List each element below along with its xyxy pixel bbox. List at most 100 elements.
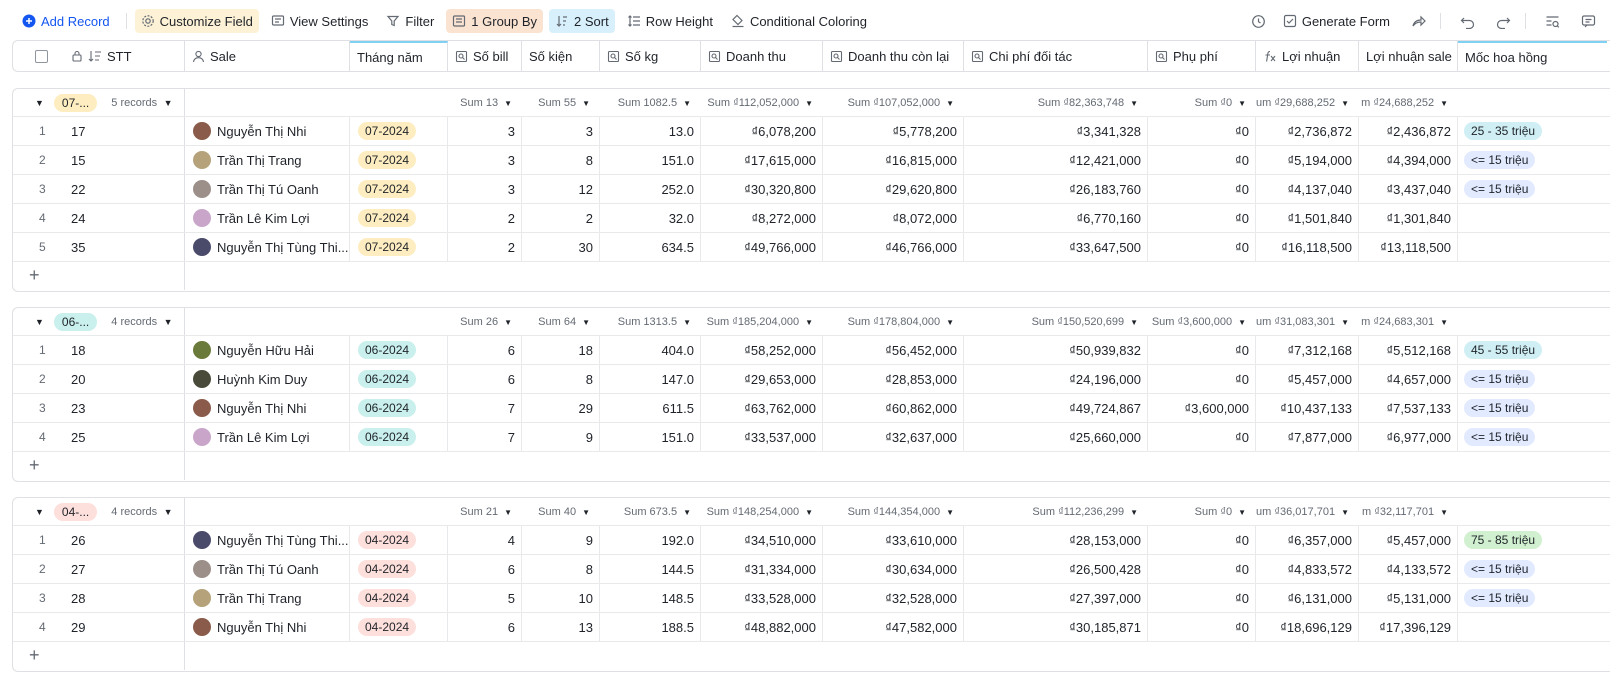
- cell-stt[interactable]: 22: [69, 175, 185, 203]
- cell-thang-nam[interactable]: 07-2024: [350, 175, 448, 203]
- generate-form-button[interactable]: Generate Form: [1277, 9, 1396, 33]
- cell-kg[interactable]: 13.0: [600, 117, 701, 145]
- cell-dtcl[interactable]: ₫29,620,800: [823, 175, 964, 203]
- cell-ln[interactable]: ₫6,357,000: [1256, 526, 1359, 554]
- cell-moc-hoa-hong[interactable]: [1458, 233, 1607, 261]
- group-sum-kg[interactable]: Sum 1313.5 ▼: [600, 308, 701, 336]
- cell-kien[interactable]: 18: [522, 336, 600, 364]
- cell-bill[interactable]: 6: [448, 365, 522, 393]
- cell-cp[interactable]: ₫6,770,160: [964, 204, 1148, 232]
- cell-stt[interactable]: 28: [69, 584, 185, 612]
- cell-pp[interactable]: ₫0: [1148, 365, 1256, 393]
- cell-pp[interactable]: ₫0: [1148, 584, 1256, 612]
- group-sum-cp[interactable]: Sum ₫112,236,299 ▼: [964, 498, 1148, 526]
- cell-cp[interactable]: ₫28,153,000: [964, 526, 1148, 554]
- cell-ln[interactable]: ₫4,137,040: [1256, 175, 1359, 203]
- cell-cp[interactable]: ₫24,196,000: [964, 365, 1148, 393]
- cell-thang-nam[interactable]: 04-2024: [350, 526, 448, 554]
- cell-dtcl[interactable]: ₫46,766,000: [823, 233, 964, 261]
- cell-lns[interactable]: ₫4,394,000: [1359, 146, 1458, 174]
- cell-moc-hoa-hong[interactable]: 25 - 35 triệu: [1458, 117, 1607, 145]
- cell-sale[interactable]: Nguyễn Thị Nhi: [185, 394, 350, 422]
- group-sum-cp[interactable]: Sum ₫82,363,748 ▼: [964, 89, 1148, 117]
- column-header-chi-phi-doi-tac[interactable]: Chi phí đối tác: [964, 41, 1148, 71]
- cell-kg[interactable]: 404.0: [600, 336, 701, 364]
- caret-down-icon[interactable]: ▼: [35, 97, 44, 108]
- cell-kg[interactable]: 252.0: [600, 175, 701, 203]
- table-row[interactable]: 2 27 Trần Thị Tú Oanh 04-2024 6 8 144.5 ₫31,334…: [13, 555, 1610, 584]
- cell-stt[interactable]: 25: [69, 423, 185, 451]
- cell-stt[interactable]: 27: [69, 555, 185, 583]
- cell-ln[interactable]: ₫4,833,572: [1256, 555, 1359, 583]
- cell-dt[interactable]: ₫29,653,000: [701, 365, 823, 393]
- cell-bill[interactable]: 6: [448, 336, 522, 364]
- cell-pp[interactable]: ₫0: [1148, 336, 1256, 364]
- cell-kien[interactable]: 13: [522, 613, 600, 641]
- group-sum-bill[interactable]: Sum 26 ▼: [448, 308, 522, 336]
- cell-lns[interactable]: ₫13,118,500: [1359, 233, 1458, 261]
- cell-bill[interactable]: 3: [448, 175, 522, 203]
- group-sum-lns[interactable]: m ₫32,117,701 ▼: [1359, 498, 1458, 526]
- cell-thang-nam[interactable]: 04-2024: [350, 584, 448, 612]
- cell-thang-nam[interactable]: 07-2024: [350, 117, 448, 145]
- cell-kg[interactable]: 144.5: [600, 555, 701, 583]
- cell-ln[interactable]: ₫16,118,500: [1256, 233, 1359, 261]
- group-record-count[interactable]: 5 records: [111, 97, 172, 109]
- cell-sale[interactable]: Trần Thị Tú Oanh: [185, 175, 350, 203]
- group-sum-ln[interactable]: um ₫31,083,301 ▼: [1256, 308, 1359, 336]
- table-row[interactable]: 1 18 Nguyễn Hữu Hải 06-2024 6 18 404.0 ₫58,252,…: [13, 336, 1610, 365]
- group-sum-kien[interactable]: Sum 64 ▼: [522, 308, 600, 336]
- group-sum-dtcl[interactable]: Sum ₫144,354,000 ▼: [823, 498, 964, 526]
- cell-kg[interactable]: 147.0: [600, 365, 701, 393]
- cell-ln[interactable]: ₫18,696,129: [1256, 613, 1359, 641]
- cell-kg[interactable]: 151.0: [600, 146, 701, 174]
- cell-kg[interactable]: 151.0: [600, 423, 701, 451]
- cell-dtcl[interactable]: ₫47,582,000: [823, 613, 964, 641]
- group-sum-dtcl[interactable]: Sum ₫107,052,000 ▼: [823, 89, 964, 117]
- caret-down-icon[interactable]: ▼: [35, 506, 44, 517]
- cell-dt[interactable]: ₫17,615,000: [701, 146, 823, 174]
- group-by-button[interactable]: 1 Group By: [446, 9, 544, 33]
- cell-kien[interactable]: 8: [522, 365, 600, 393]
- cell-moc-hoa-hong[interactable]: <= 15 triệu: [1458, 394, 1607, 422]
- cell-stt[interactable]: 20: [69, 365, 185, 393]
- cell-pp[interactable]: ₫0: [1148, 233, 1256, 261]
- cell-bill[interactable]: 4: [448, 526, 522, 554]
- cell-cp[interactable]: ₫12,421,000: [964, 146, 1148, 174]
- cell-kg[interactable]: 32.0: [600, 204, 701, 232]
- column-header-thang-nam[interactable]: Tháng năm: [350, 41, 448, 71]
- cell-pp[interactable]: ₫0: [1148, 146, 1256, 174]
- cell-ln[interactable]: ₫10,437,133: [1256, 394, 1359, 422]
- cell-kien[interactable]: 2: [522, 204, 600, 232]
- group-sum-cp[interactable]: Sum ₫150,520,699 ▼: [964, 308, 1148, 336]
- cell-kg[interactable]: 188.5: [600, 613, 701, 641]
- cell-dt[interactable]: ₫63,762,000: [701, 394, 823, 422]
- cell-pp[interactable]: ₫0: [1148, 175, 1256, 203]
- cell-stt[interactable]: 35: [69, 233, 185, 261]
- column-header-stt[interactable]: STT: [69, 41, 185, 71]
- cell-dt[interactable]: ₫33,528,000: [701, 584, 823, 612]
- cell-pp[interactable]: ₫3,600,000: [1148, 394, 1256, 422]
- cell-thang-nam[interactable]: 04-2024: [350, 613, 448, 641]
- group-sum-dt[interactable]: Sum ₫112,052,000 ▼: [701, 89, 823, 117]
- cell-cp[interactable]: ₫49,724,867: [964, 394, 1148, 422]
- cell-bill[interactable]: 2: [448, 204, 522, 232]
- cell-lns[interactable]: ₫6,977,000: [1359, 423, 1458, 451]
- add-row-plus-icon[interactable]: +: [13, 452, 185, 480]
- cell-sale[interactable]: Trần Lê Kim Lợi: [185, 204, 350, 232]
- cell-pp[interactable]: ₫0: [1148, 204, 1256, 232]
- column-header-sale[interactable]: Sale: [185, 41, 350, 71]
- group-sum-dtcl[interactable]: Sum ₫178,804,000 ▼: [823, 308, 964, 336]
- group-record-count[interactable]: 4 records: [111, 316, 172, 328]
- cell-bill[interactable]: 3: [448, 146, 522, 174]
- cell-moc-hoa-hong[interactable]: 75 - 85 triệu: [1458, 526, 1607, 554]
- table-row[interactable]: 3 23 Nguyễn Thị Nhi 06-2024 7 29 611.5 ₫63,762,…: [13, 394, 1610, 423]
- table-row[interactable]: 4 24 Trần Lê Kim Lợi 07-2024 2 2 32.0 ₫8,272,00…: [13, 204, 1610, 233]
- cell-kien[interactable]: 29: [522, 394, 600, 422]
- table-row[interactable]: 2 15 Trần Thị Trang 07-2024 3 8 151.0 ₫17,615,0…: [13, 146, 1610, 175]
- group-sum-bill[interactable]: Sum 13 ▼: [448, 89, 522, 117]
- table-row[interactable]: 1 26 Nguyễn Thị Tùng Thi... 04-2024 4 9 192.0 ₫…: [13, 526, 1610, 555]
- group-sum-kien[interactable]: Sum 40 ▼: [522, 498, 600, 526]
- cell-moc-hoa-hong[interactable]: <= 15 triệu: [1458, 175, 1607, 203]
- cell-stt[interactable]: 24: [69, 204, 185, 232]
